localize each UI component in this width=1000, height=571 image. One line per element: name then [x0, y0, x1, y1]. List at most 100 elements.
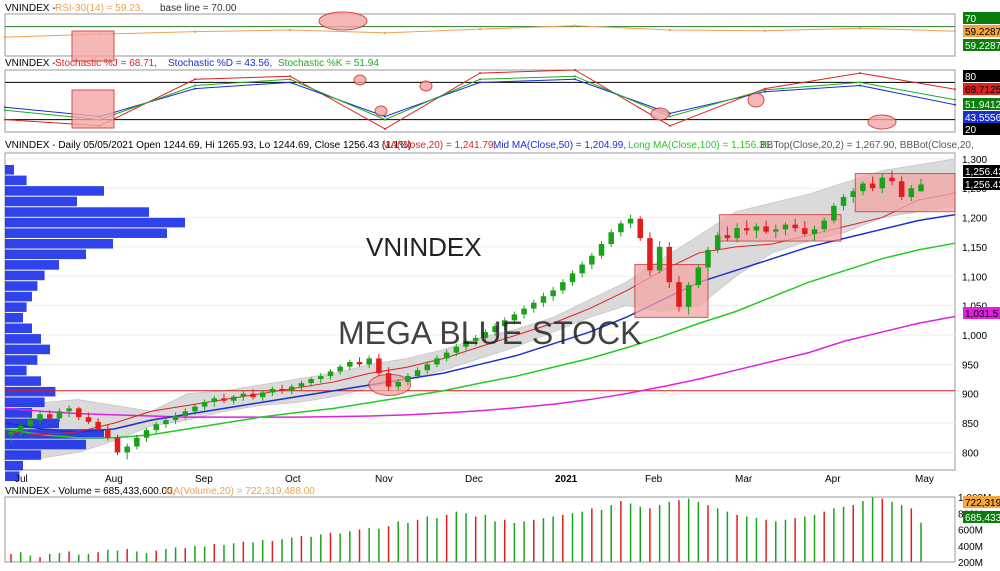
volume-profile-bar-7 [5, 238, 113, 249]
candle-3 [37, 414, 43, 421]
candle-85 [831, 205, 837, 221]
stoch-highlight-oval-1 [374, 105, 388, 117]
volume-profile-bar-4 [5, 207, 149, 217]
candle-42 [414, 370, 421, 377]
price-header-ma50: Mid MA(Close,50) = 1,204.99, [493, 140, 626, 151]
stoch-highlight-oval-0 [353, 74, 367, 86]
stoch-point-j-0 [4, 118, 6, 121]
volume-profile-bar-27 [5, 450, 41, 460]
candle-0 [8, 431, 14, 435]
candle-94 [918, 184, 924, 192]
price-header-ma100: Long MA(Close,100) = 1,156.36, [628, 140, 773, 151]
stoch-point-j-10 [954, 88, 956, 91]
price-ytick-1300: 1,300 [962, 155, 987, 166]
candle-78 [763, 226, 769, 232]
volume-ytick-600: 600M [958, 526, 983, 537]
candle-9 [95, 421, 101, 429]
stoch-point-j-4 [384, 127, 386, 130]
rsi-point-9 [858, 27, 862, 30]
volume-profile-bar-11 [5, 281, 38, 291]
rsi-point-10 [953, 30, 957, 33]
ma200-line [4, 315, 956, 418]
candle-17 [172, 415, 179, 421]
stoch-label-20: 20 [965, 125, 977, 136]
volume-profile-bar-23 [5, 408, 32, 418]
stoch-header-ticker: VNINDEX - [5, 58, 56, 69]
stoch-point-j-5 [479, 72, 481, 75]
stoch-highlight-oval-2 [419, 80, 433, 92]
price-panel: VNINDEX - Daily 05/05/2021 Open 1244.69,… [4, 140, 1000, 485]
price-ytick-1100: 1,100 [962, 272, 987, 283]
candle-8 [85, 417, 92, 422]
stoch-point-d-2 [194, 87, 196, 90]
volume-profile-bar-5 [5, 217, 185, 228]
candle-60 [589, 255, 595, 265]
price-ytick-850: 850 [962, 419, 979, 430]
stoch-point-k-10 [954, 98, 956, 101]
stoch-label-j-bg [963, 83, 1000, 95]
volume-ytick-400: 400M [958, 542, 983, 553]
stoch-point-d-10 [954, 103, 956, 106]
volume-profile-bar-10 [5, 270, 45, 281]
price-ytick-1150: 1,150 [962, 243, 987, 254]
stoch-label-100: 100 [985, 71, 1000, 81]
watermark-text: MEGA BLUE STOCK [338, 315, 642, 351]
candle-23 [230, 396, 237, 401]
candle-77 [753, 226, 760, 231]
price-header-bb: BBTop(Close,20,2) = 1,267.90, BBBot(Clos… [760, 140, 974, 151]
stoch-label-k: 51.9412 [965, 100, 1000, 111]
stoch-point-k-7 [669, 115, 671, 118]
candle-72 [705, 249, 711, 268]
ma50-line [4, 213, 956, 433]
xlabel-2: Sep [195, 474, 213, 485]
candle-81 [792, 224, 798, 229]
stoch-frame [4, 69, 956, 133]
candle-75 [734, 228, 740, 239]
candle-55 [540, 296, 547, 303]
candle-93 [908, 188, 915, 198]
candle-20 [201, 401, 208, 407]
rsi-point-3 [288, 28, 292, 32]
candle-44 [434, 358, 440, 365]
price-ytick-1000: 1,000 [962, 331, 987, 342]
candle-79 [773, 229, 779, 232]
volume-header-value: VNINDEX - Volume = 685,433,600.00, [5, 486, 175, 497]
price-ytick-1200: 1,200 [962, 214, 987, 225]
ma200-tag-bg [963, 307, 1000, 319]
rsi-highlight-oval [318, 11, 368, 31]
volume-profile-bar-6 [5, 228, 167, 238]
candle-69 [676, 282, 682, 307]
candle-19 [192, 406, 198, 412]
volume-profile-bar-1 [5, 175, 27, 186]
volume-profile-bar-26 [5, 439, 86, 450]
candle-90 [879, 177, 886, 189]
xlabel-1: Aug [105, 474, 123, 485]
candle-47 [463, 340, 469, 347]
candle-2 [27, 420, 34, 426]
price-header-ma20: MA(Close,20) = 1,241.79, [382, 140, 496, 151]
candle-46 [453, 346, 460, 353]
candle-84 [821, 220, 827, 230]
rsi-point-7 [668, 28, 672, 32]
volume-label-value: 685,433 [965, 513, 1000, 524]
stoch-point-d-9 [859, 84, 861, 87]
rsi-highlight-box [71, 30, 115, 62]
xlabel-5: Dec [465, 474, 483, 485]
stoch-point-d-4 [384, 115, 386, 118]
volume-profile-bar-20 [5, 376, 41, 386]
candle-26 [259, 392, 266, 398]
stoch-point-d-5 [479, 81, 481, 84]
candle-7 [76, 408, 82, 418]
candle-63 [618, 223, 624, 233]
candle-74 [724, 235, 731, 239]
volume-frame [4, 496, 956, 563]
candle-41 [405, 376, 411, 382]
volume-label-value-bg [963, 511, 1000, 523]
candle-35 [347, 361, 353, 367]
stoch-label-k-bg [963, 98, 1000, 110]
candle-52 [511, 314, 518, 321]
rsi-label-base-bg [963, 12, 1000, 24]
xlabel-6: 2021 [555, 474, 578, 485]
rsi-point-6 [573, 24, 577, 27]
